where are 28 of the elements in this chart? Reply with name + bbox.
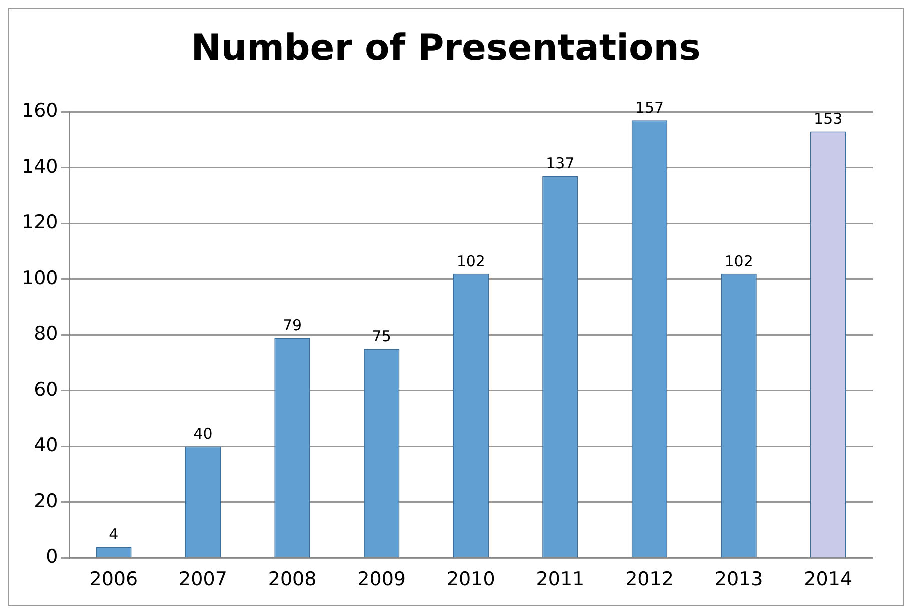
x-tick-label: 2009	[358, 568, 406, 591]
y-tick-label: 20	[34, 490, 58, 512]
data-label: 102	[456, 252, 486, 270]
data-label: 102	[724, 252, 754, 270]
y-tick-label: 120	[22, 212, 58, 234]
y-tick-label: 160	[22, 100, 58, 122]
data-label: 153	[814, 110, 843, 128]
y-tick-label: 140	[22, 156, 58, 178]
x-tick-label: 2010	[446, 568, 496, 591]
x-tick-label: 2007	[179, 568, 228, 591]
y-tick-label: 60	[34, 378, 58, 401]
data-label: 79	[282, 316, 302, 334]
data-label: 75	[372, 328, 392, 346]
x-tick-label: 2014	[804, 568, 853, 591]
x-tick-label: 2012	[626, 568, 674, 591]
data-label: 40	[194, 425, 213, 444]
y-tick-label: 80	[34, 323, 58, 346]
y-tick-label: 40	[34, 434, 58, 457]
x-tick-label: 2013	[714, 568, 764, 591]
data-label: 137	[546, 154, 575, 173]
x-tick-label: 2006	[90, 568, 138, 591]
chart-title: Number of Presentations	[191, 28, 701, 69]
data-label: 157	[635, 98, 664, 117]
y-tick-label: 100	[22, 267, 58, 290]
y-tick-label: 0	[46, 546, 58, 568]
x-tick-label: 2011	[536, 568, 585, 591]
x-tick-label: 2008	[268, 568, 317, 591]
data-label: 4	[109, 525, 119, 544]
